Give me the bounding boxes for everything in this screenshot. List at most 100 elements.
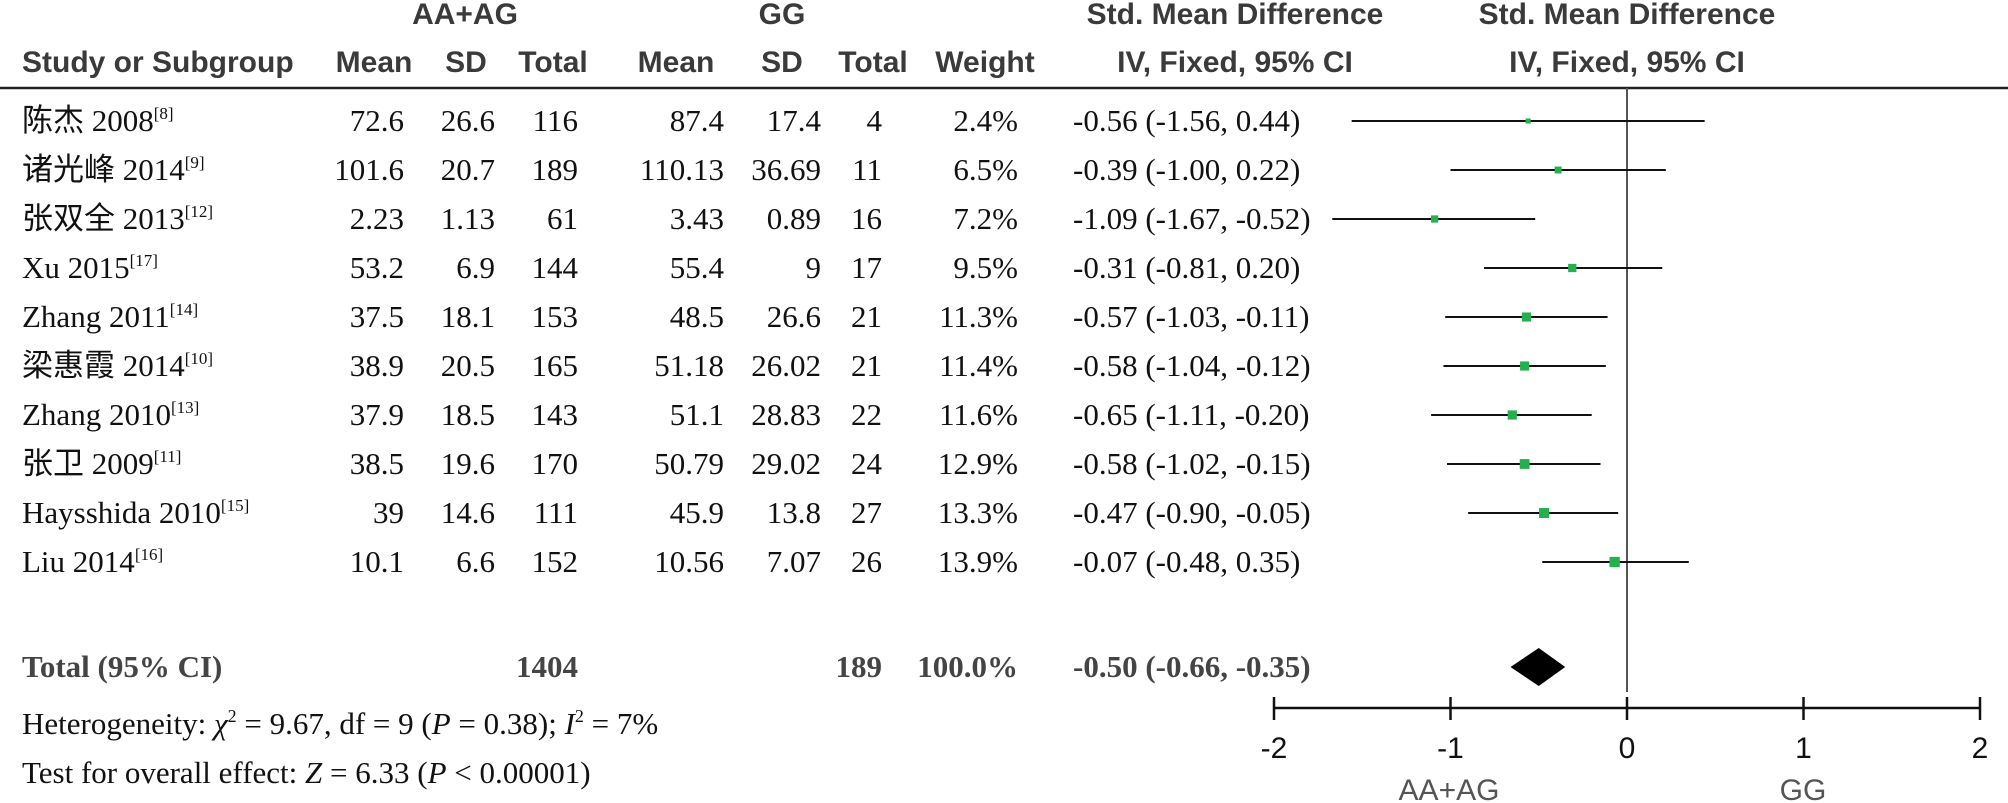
study-total1: 189: [532, 152, 579, 187]
study-total2: 21: [851, 348, 882, 383]
study-ci: -0.56 (-1.56, 0.44): [1073, 103, 1300, 138]
study-ci: -0.07 (-0.48, 0.35): [1073, 544, 1300, 579]
study-name: 梁惠霞 2014[10]: [22, 348, 213, 383]
study-ci: -0.47 (-0.90, -0.05): [1073, 495, 1311, 530]
total-weight: 100.0%: [917, 649, 1018, 684]
study-total1: 143: [532, 397, 579, 432]
study-name: Zhang 2011[14]: [22, 299, 198, 334]
study-weight: 11.3%: [939, 299, 1018, 334]
total1-value: 1404: [516, 649, 578, 684]
study-name: 陈杰 2008[8]: [22, 103, 174, 138]
study-name: 诸光峰 2014[9]: [22, 152, 205, 187]
study-mean2: 45.9: [670, 495, 724, 530]
study-weight: 7.2%: [953, 201, 1018, 236]
study-mean1: 37.5: [350, 299, 404, 334]
study-mean2: 48.5: [670, 299, 724, 334]
std-diff-plot-title: Std. Mean Difference: [1479, 0, 1776, 31]
study-name: Haysshida 2010[15]: [22, 495, 249, 530]
study-sd2: 9: [806, 250, 822, 285]
point-estimate: [1521, 312, 1531, 322]
overall-effect-text: Test for overall effect: Z = 6.33 (P < 0…: [22, 755, 591, 790]
study-total1: 111: [534, 495, 578, 530]
study-mean2: 51.18: [654, 348, 724, 383]
total-label: Total (95% CI): [22, 649, 222, 684]
study-column-header: Study or Subgroup: [22, 46, 294, 79]
ci-plot-header: IV, Fixed, 95% CI: [1509, 46, 1745, 79]
total2-value: 189: [836, 649, 883, 684]
study-name: 张卫 2009[11]: [22, 446, 181, 481]
point-estimate: [1519, 459, 1530, 469]
study-total2: 21: [851, 299, 882, 334]
study-rows: 陈杰 2008[8] 72.6 26.6 116 87.4 17.4 4 2.4% -0.56 …: [22, 103, 1311, 579]
point-estimate: [1520, 361, 1530, 371]
point-estimate: [1430, 215, 1439, 223]
x-tick-label: 1: [1795, 732, 1812, 765]
study-weight: 13.3%: [938, 495, 1018, 530]
x-tick-label: 2: [1972, 732, 1989, 765]
study-sd2: 13.8: [767, 495, 821, 530]
study-mean1: 38.9: [350, 348, 404, 383]
study-mean1: 53.2: [350, 250, 404, 285]
study-mean2: 55.4: [670, 250, 725, 285]
study-ci: -0.58 (-1.04, -0.12): [1073, 348, 1311, 383]
mean2-header: Mean: [638, 46, 715, 79]
study-mean2: 87.4: [670, 103, 725, 138]
study-sd2: 26.02: [751, 348, 821, 383]
study-sd2: 17.4: [767, 103, 822, 138]
study-sd2: 29.02: [751, 446, 821, 481]
study-total2: 4: [867, 103, 883, 138]
study-sd2: 7.07: [767, 544, 821, 579]
study-mean2: 51.1: [670, 397, 724, 432]
study-mean2: 50.79: [654, 446, 724, 481]
study-name: 张双全 2013[12]: [22, 201, 213, 236]
point-estimate: [1507, 410, 1517, 420]
study-total1: 170: [532, 446, 579, 481]
study-mean1: 101.6: [334, 152, 404, 187]
study-total2: 16: [851, 201, 882, 236]
study-sd1: 18.5: [441, 397, 495, 432]
sd1-header: SD: [445, 46, 487, 79]
study-ci: -0.58 (-1.02, -0.15): [1073, 446, 1311, 481]
study-weight: 12.9%: [938, 446, 1018, 481]
x-tick-label: -2: [1261, 732, 1288, 765]
study-sd1: 20.5: [441, 348, 495, 383]
study-total2: 17: [851, 250, 882, 285]
study-ci: -0.39 (-1.00, 0.22): [1073, 152, 1300, 187]
study-total2: 27: [851, 495, 882, 530]
study-sd1: 20.7: [441, 152, 495, 187]
study-ci: -0.57 (-1.03, -0.11): [1073, 299, 1309, 334]
point-estimate: [1525, 118, 1531, 124]
group2-header: GG: [759, 0, 806, 31]
study-mean1: 39: [373, 495, 404, 530]
mean1-header: Mean: [336, 46, 413, 79]
study-sd1: 6.6: [456, 544, 495, 579]
study-weight: 11.4%: [939, 348, 1018, 383]
study-ci: -0.31 (-0.81, 0.20): [1073, 250, 1300, 285]
study-ci: -0.65 (-1.11, -0.20): [1073, 397, 1309, 432]
study-total2: 26: [851, 544, 882, 579]
total2-header: Total: [838, 46, 907, 79]
ci-plot-area: [1332, 118, 1705, 568]
study-sd2: 0.89: [767, 201, 821, 236]
study-sd1: 26.6: [441, 103, 495, 138]
x-tick-label: 0: [1619, 732, 1636, 765]
study-mean1: 38.5: [350, 446, 404, 481]
sd2-header: SD: [761, 46, 803, 79]
total-ci: -0.50 (-0.66, -0.35): [1073, 649, 1311, 684]
study-ci: -1.09 (-1.67, -0.52): [1073, 201, 1311, 236]
study-mean1: 72.6: [350, 103, 404, 138]
study-mean2: 3.43: [670, 201, 724, 236]
study-weight: 13.9%: [938, 544, 1018, 579]
study-sd2: 26.6: [767, 299, 821, 334]
std-diff-title: Std. Mean Difference: [1087, 0, 1384, 31]
study-total1: 165: [532, 348, 579, 383]
study-total1: 61: [547, 201, 578, 236]
study-mean2: 110.13: [640, 152, 724, 187]
study-sd1: 19.6: [441, 446, 495, 481]
weight-header: Weight: [935, 46, 1034, 79]
study-weight: 9.5%: [953, 250, 1018, 285]
study-total1: 116: [533, 103, 578, 138]
study-mean1: 10.1: [350, 544, 404, 579]
study-sd1: 14.6: [441, 495, 495, 530]
summary-diamond: [1510, 648, 1566, 686]
